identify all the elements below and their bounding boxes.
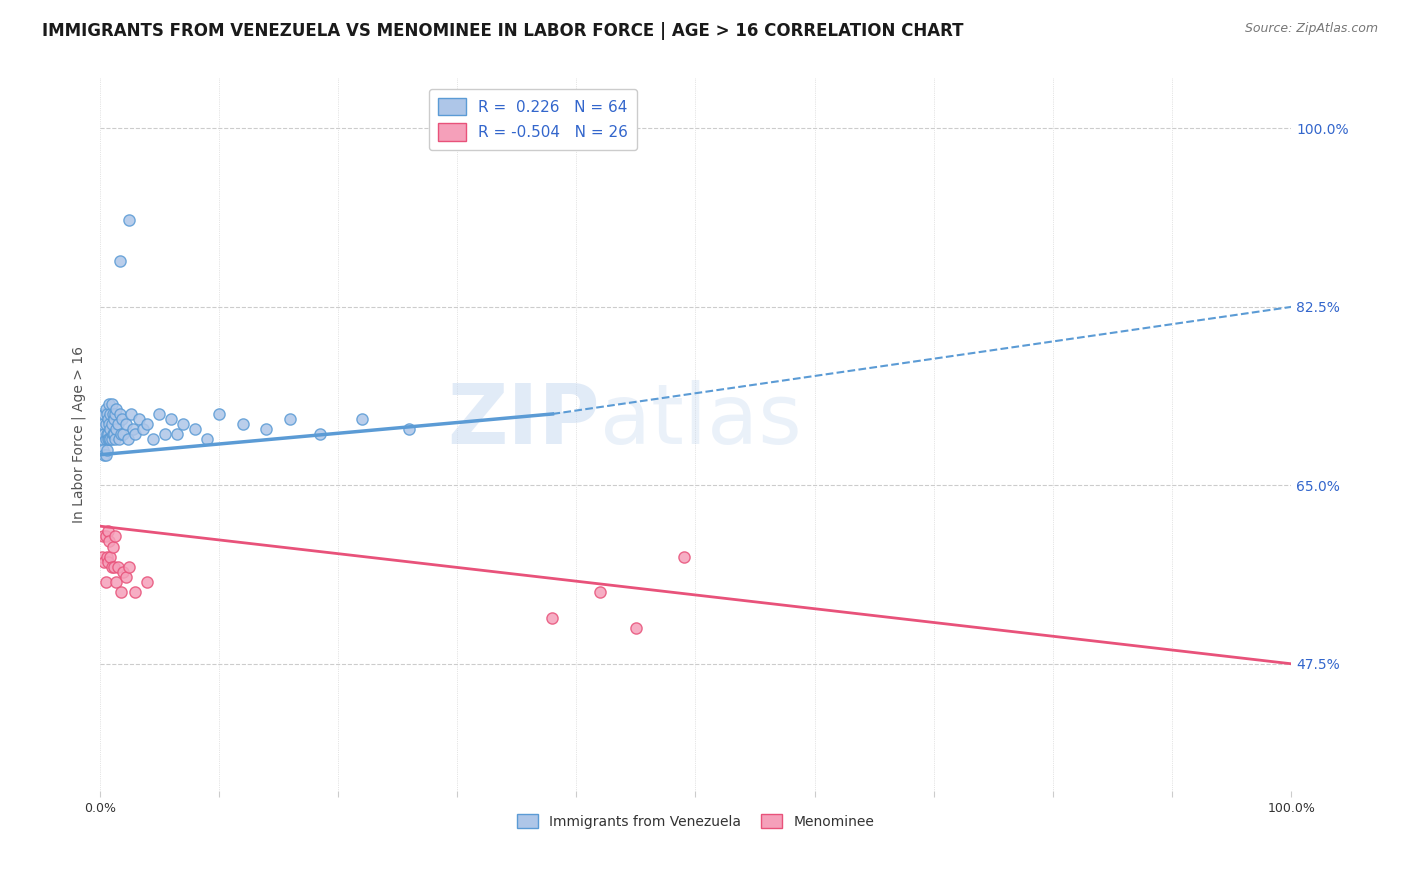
Point — [97, 555, 120, 569]
Point — [148, 407, 170, 421]
Point — [100, 560, 122, 574]
Point — [124, 585, 146, 599]
Point — [124, 427, 146, 442]
Point — [105, 401, 128, 416]
Point — [98, 433, 121, 447]
Point — [94, 529, 117, 543]
Point — [136, 575, 159, 590]
Point — [120, 407, 142, 421]
Point — [108, 254, 131, 268]
Point — [103, 412, 125, 426]
Point — [117, 433, 139, 447]
Point — [232, 417, 254, 432]
Point — [195, 433, 218, 447]
Point — [128, 412, 150, 426]
Point — [98, 433, 121, 447]
Point — [98, 534, 121, 549]
Point — [672, 549, 695, 564]
Point — [112, 565, 135, 579]
Point — [108, 407, 131, 421]
Y-axis label: In Labor Force | Age > 16: In Labor Force | Age > 16 — [72, 346, 86, 523]
Point — [100, 397, 122, 411]
Point — [93, 555, 115, 569]
Point — [104, 433, 127, 447]
Point — [105, 575, 128, 590]
Point — [98, 407, 121, 421]
Point — [94, 433, 117, 447]
Point — [107, 433, 129, 447]
Point — [110, 427, 132, 442]
Point — [98, 422, 121, 436]
Point — [93, 427, 115, 442]
Point — [94, 417, 117, 432]
Point — [100, 417, 122, 432]
Point — [97, 412, 120, 426]
Point — [96, 427, 118, 442]
Point — [101, 407, 124, 421]
Point — [107, 417, 129, 432]
Point — [98, 549, 121, 564]
Point — [309, 427, 332, 442]
Point — [104, 407, 127, 421]
Point — [91, 442, 114, 457]
Point — [103, 560, 125, 574]
Point — [93, 448, 115, 462]
Point — [398, 422, 420, 436]
Point — [94, 575, 117, 590]
Point — [96, 549, 118, 564]
Point — [278, 412, 301, 426]
Point — [98, 397, 121, 411]
Legend: Immigrants from Venezuela, Menominee: Immigrants from Venezuela, Menominee — [512, 808, 880, 834]
Point — [172, 417, 194, 432]
Point — [104, 529, 127, 543]
Point — [160, 412, 183, 426]
Point — [97, 524, 120, 539]
Point — [118, 213, 141, 227]
Text: Source: ZipAtlas.com: Source: ZipAtlas.com — [1244, 22, 1378, 36]
Point — [166, 427, 188, 442]
Text: atlas: atlas — [600, 380, 801, 460]
Point — [101, 540, 124, 554]
Point — [91, 529, 114, 543]
Point — [122, 422, 145, 436]
Point — [624, 621, 647, 635]
Point — [115, 570, 138, 584]
Point — [94, 401, 117, 416]
Point — [96, 407, 118, 421]
Point — [96, 442, 118, 457]
Point — [103, 427, 125, 442]
Point — [115, 417, 138, 432]
Point — [350, 412, 373, 426]
Point — [107, 560, 129, 574]
Point — [98, 417, 121, 432]
Point — [110, 585, 132, 599]
Point — [131, 422, 153, 436]
Point — [91, 417, 114, 432]
Point — [136, 417, 159, 432]
Point — [112, 427, 135, 442]
Point — [101, 427, 124, 442]
Text: ZIP: ZIP — [447, 380, 600, 460]
Point — [541, 611, 564, 625]
Point — [256, 422, 278, 436]
Point — [97, 427, 120, 442]
Point — [94, 448, 117, 462]
Point — [184, 422, 207, 436]
Point — [589, 585, 612, 599]
Point — [111, 412, 134, 426]
Point — [93, 407, 115, 421]
Text: IMMIGRANTS FROM VENEZUELA VS MENOMINEE IN LABOR FORCE | AGE > 16 CORRELATION CHA: IMMIGRANTS FROM VENEZUELA VS MENOMINEE I… — [42, 22, 963, 40]
Point — [100, 433, 122, 447]
Point — [142, 433, 165, 447]
Point — [208, 407, 231, 421]
Point — [153, 427, 176, 442]
Point — [97, 433, 120, 447]
Point — [105, 422, 128, 436]
Point — [118, 560, 141, 574]
Point — [91, 549, 114, 564]
Point — [91, 433, 114, 447]
